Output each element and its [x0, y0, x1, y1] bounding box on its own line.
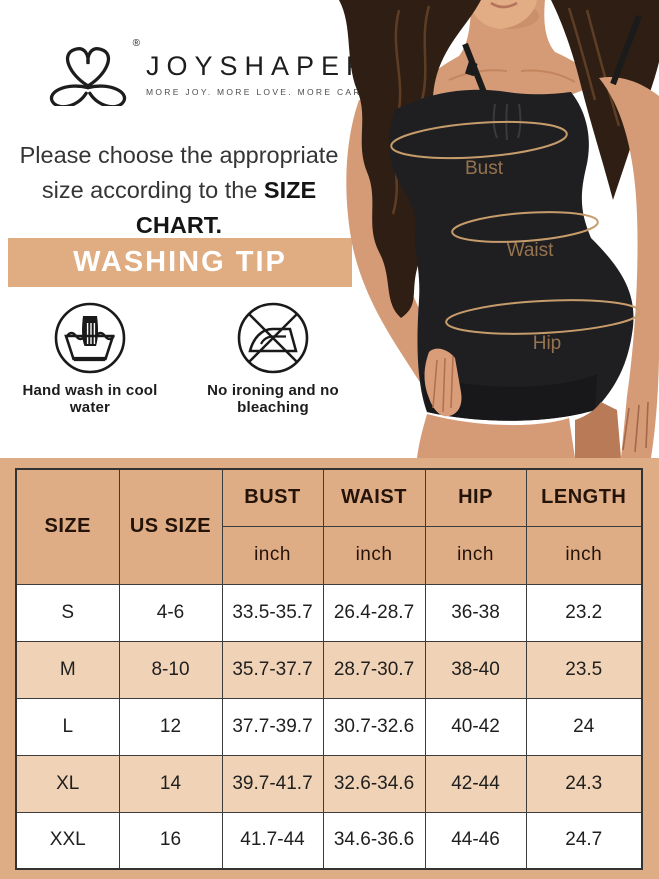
col-header-us-size: US SIZE	[118, 468, 223, 585]
size-cell-us_size: 4-6	[118, 583, 223, 642]
size-cell-size: L	[15, 697, 120, 756]
size-cell-us_size: 8-10	[118, 640, 223, 699]
bust-label: Bust	[465, 158, 504, 179]
size-cell-waist: 28.7-30.7	[322, 640, 426, 699]
no-iron-icon	[237, 302, 309, 374]
size-cell-hip: 40-42	[424, 697, 527, 756]
size-cell-length: 23.5	[525, 640, 643, 699]
size-cell-us_size: 12	[118, 697, 223, 756]
care-label: Hand wash in cool water	[22, 382, 158, 416]
model-hair-right	[551, 0, 659, 200]
col-header-hip: HIP	[424, 468, 527, 527]
unit-row: inch inch inch inch	[16, 525, 643, 585]
brand-logo: ® JOYSHAPER MORE JOY. MORE LOVE. MORE CA…	[42, 38, 373, 109]
size-cell-waist: 30.7-32.6	[322, 697, 426, 756]
size-cell-us_size: 16	[118, 811, 223, 870]
size-note: Please choose the appropriate size accor…	[5, 138, 353, 242]
brand-tagline: MORE JOY. MORE LOVE. MORE CARE	[146, 87, 370, 97]
col-header-waist: WAIST	[322, 468, 426, 527]
care-item-hand-wash: Hand wash in cool water	[10, 301, 170, 416]
brand-text: JOYSHAPER MORE JOY. MORE LOVE. MORE CARE	[146, 51, 373, 97]
size-cell-bust: 37.7-39.7	[221, 697, 324, 756]
hip-ring	[445, 299, 641, 335]
size-row-m: M 8-10 35.7-37.7 28.7-30.7 38-40 23.5	[15, 640, 643, 699]
unit-cell: inch	[221, 525, 324, 585]
bust-ring	[390, 120, 568, 160]
size-cell-size: M	[15, 640, 120, 699]
col-header-bust: BUST	[221, 468, 324, 527]
size-cell-hip: 38-40	[424, 640, 527, 699]
size-cell-length: 23.2	[525, 583, 643, 642]
size-cell-size: XL	[15, 754, 120, 813]
size-cell-hip: 36-38	[424, 583, 527, 642]
washing-tip-banner: WASHING TIP	[8, 238, 352, 287]
size-cell-bust: 39.7-41.7	[221, 754, 324, 813]
size-chart-section: SIZE US SIZE BUST WAIST HIP LENGTH inch …	[0, 458, 659, 879]
waist-ring	[451, 211, 599, 243]
hip-label: Hip	[533, 333, 562, 354]
size-cell-waist: 34.6-36.6	[322, 811, 426, 870]
model-dress	[389, 89, 634, 421]
size-table-body: S 4-6 33.5-35.7 26.4-28.7 36-38 23.2 M 8-10 35.7…	[15, 583, 643, 870]
size-row-xl: XL 14 39.7-41.7 32.6-34.6 42-44 24.3	[15, 754, 643, 813]
unit-cell: inch	[525, 525, 643, 585]
unit-cell: inch	[322, 525, 426, 585]
unit-cell: inch	[424, 525, 527, 585]
size-cell-length: 24	[525, 697, 643, 756]
size-row-l: L 12 37.7-39.7 30.7-32.6 40-42 24	[15, 697, 643, 756]
model-chin	[469, 0, 537, 29]
hand-wash-icon	[54, 302, 126, 374]
size-cell-bust: 35.7-37.7	[221, 640, 324, 699]
model-figure: Bust Waist Hip	[329, 0, 659, 458]
size-row-s: S 4-6 33.5-35.7 26.4-28.7 36-38 23.2	[15, 583, 643, 642]
size-cell-size: S	[15, 583, 120, 642]
header-row: SIZE US SIZE BUST WAIST HIP LENGTH	[15, 468, 643, 585]
size-cell-us_size: 14	[118, 754, 223, 813]
size-chart-emphasis: SIZE CHART.	[135, 176, 317, 238]
size-row-xxl: XXL 16 41.7-44 34.6-36.6 44-46 24.7	[15, 811, 643, 870]
care-item-no-iron: No ironing and no bleaching	[182, 301, 364, 416]
size-chart-table: SIZE US SIZE BUST WAIST HIP LENGTH inch …	[15, 468, 643, 870]
size-cell-bust: 33.5-35.7	[221, 583, 324, 642]
size-cell-hip: 44-46	[424, 811, 527, 870]
care-label: No ironing and no bleaching	[207, 382, 339, 416]
size-cell-length: 24.7	[525, 811, 643, 870]
registered-mark: ®	[132, 38, 140, 49]
size-note-line2: size according to the	[41, 176, 264, 203]
brand-name: JOYSHAPER	[146, 51, 373, 81]
size-cell-waist: 26.4-28.7	[322, 583, 426, 642]
size-note-line1: Please choose the appropriate	[19, 142, 339, 168]
size-cell-waist: 32.6-34.6	[322, 754, 426, 813]
size-cell-bust: 41.7-44	[221, 811, 324, 870]
size-cell-hip: 42-44	[424, 754, 527, 813]
brand-mark-icon: ®	[42, 38, 140, 109]
hero-section: ® JOYSHAPER MORE JOY. MORE LOVE. MORE CA…	[5, 0, 659, 458]
col-header-length: LENGTH	[525, 468, 643, 527]
waist-label: Waist	[507, 240, 555, 261]
size-cell-length: 24.3	[525, 754, 643, 813]
size-cell-size: XXL	[15, 811, 120, 870]
col-header-size: SIZE	[15, 468, 120, 585]
